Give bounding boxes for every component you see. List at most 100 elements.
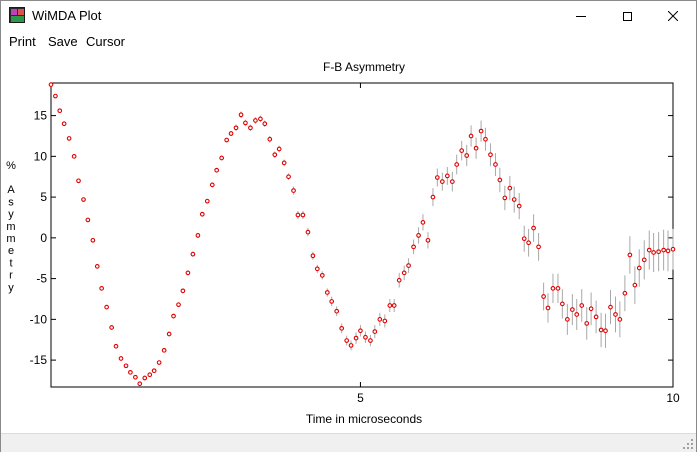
data-point — [137, 381, 143, 387]
title-bar[interactable]: WiMDA Plot — [1, 1, 696, 31]
maximize-button[interactable] — [604, 1, 650, 31]
menu-cursor[interactable]: Cursor — [86, 34, 126, 49]
data-point — [99, 286, 104, 291]
y-label-char: t — [9, 257, 12, 269]
y-label-char: s — [8, 196, 14, 208]
y-label-char: y — [8, 209, 14, 221]
data-point — [147, 372, 153, 378]
data-point — [550, 286, 556, 291]
data-point — [391, 303, 397, 308]
data-point — [90, 237, 96, 243]
data-point — [353, 335, 359, 341]
data-point — [603, 328, 608, 334]
data-point — [449, 179, 455, 184]
window-title: WiMDA Plot — [32, 8, 102, 23]
data-point — [584, 321, 590, 326]
data-point — [627, 252, 633, 258]
close-button[interactable] — [650, 1, 696, 31]
y-label-char: y — [8, 282, 14, 294]
data-point — [71, 154, 77, 159]
data-point — [363, 334, 368, 340]
data-point — [238, 112, 244, 118]
data-point — [262, 121, 268, 127]
menu-print[interactable]: Print — [9, 34, 36, 49]
data-point — [478, 128, 484, 134]
menu-save[interactable]: Save — [48, 34, 78, 49]
data-point — [219, 155, 225, 161]
y-tick-label: -5 — [36, 272, 47, 286]
data-point — [76, 178, 81, 184]
data-point — [166, 331, 172, 337]
data-point — [314, 266, 320, 272]
data-point — [133, 374, 138, 380]
data-point — [541, 294, 546, 299]
data-point — [81, 197, 86, 202]
data-point — [190, 251, 196, 257]
data-point — [324, 290, 330, 295]
data-point — [372, 329, 378, 334]
x-axis: 5 10 — [357, 83, 680, 405]
data-point — [430, 194, 436, 200]
data-point — [109, 325, 114, 330]
data-point — [511, 197, 517, 202]
data-series — [48, 82, 676, 387]
data-point — [646, 247, 652, 253]
data-point — [57, 108, 63, 114]
data-point — [104, 304, 109, 310]
minimize-icon — [576, 15, 586, 17]
data-point — [613, 312, 618, 317]
data-point — [176, 302, 181, 308]
data-point — [617, 317, 623, 322]
data-point — [488, 152, 493, 158]
data-point — [151, 368, 157, 374]
data-point — [396, 277, 402, 283]
data-point — [670, 246, 676, 252]
data-point — [291, 188, 296, 193]
data-point — [66, 136, 72, 141]
data-point — [204, 198, 210, 204]
data-point — [310, 253, 316, 259]
data-point — [329, 299, 335, 304]
data-point — [276, 146, 282, 152]
data-point — [171, 313, 176, 319]
data-point — [214, 167, 220, 173]
data-point — [593, 314, 599, 320]
data-point — [665, 248, 671, 254]
data-point — [368, 338, 373, 343]
data-point — [454, 162, 460, 167]
y-label-char: m — [6, 221, 15, 233]
data-point — [387, 303, 393, 308]
data-point — [416, 233, 421, 238]
status-bar — [1, 433, 696, 452]
menu-bar: Print Save Cursor — [1, 31, 696, 51]
y-tick-label: 0 — [40, 231, 47, 245]
data-point — [608, 304, 613, 310]
resize-grip-icon[interactable] — [682, 438, 694, 450]
data-point — [483, 136, 488, 142]
data-point — [459, 148, 465, 153]
data-point — [377, 317, 383, 322]
data-point — [502, 195, 508, 201]
data-point — [473, 145, 479, 151]
minimize-button[interactable] — [558, 1, 604, 31]
data-point — [636, 265, 642, 271]
y-tick-label: 10 — [34, 149, 48, 163]
data-point — [258, 116, 263, 122]
data-point — [536, 244, 541, 250]
data-point — [641, 257, 647, 263]
data-point — [570, 307, 575, 312]
data-point — [281, 160, 287, 166]
x-axis-label: Time in microseconds — [306, 412, 422, 426]
data-point — [53, 93, 58, 99]
data-point — [497, 177, 503, 183]
y-label-char: % — [6, 160, 16, 172]
wimda-app-icon[interactable] — [9, 7, 25, 23]
y-tick-label: 15 — [34, 109, 48, 123]
data-point — [348, 343, 354, 348]
data-point — [161, 347, 167, 353]
data-point — [434, 175, 440, 180]
y-tick-label: 5 — [40, 190, 47, 204]
data-point — [224, 137, 230, 143]
